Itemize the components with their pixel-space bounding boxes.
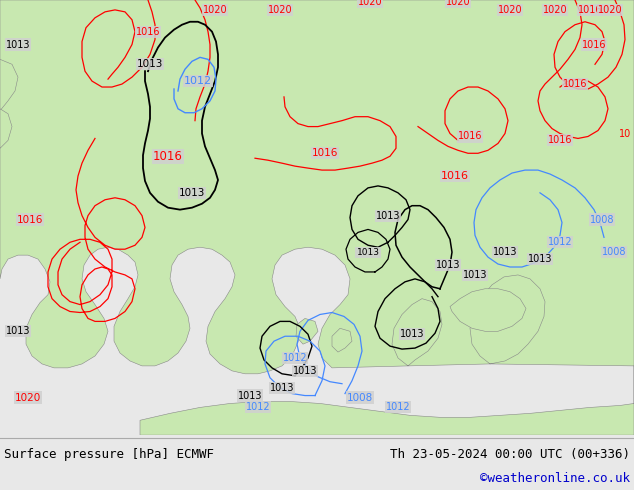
Text: 1016: 1016 [17,215,43,224]
Text: 1012: 1012 [184,76,212,86]
Polygon shape [135,156,172,203]
Text: 1012: 1012 [548,237,573,247]
Text: 1008: 1008 [602,247,626,257]
Text: 1020: 1020 [15,392,41,403]
Text: 1016: 1016 [153,150,183,163]
Polygon shape [188,0,318,237]
Text: 1020: 1020 [543,5,567,15]
Text: 1013: 1013 [238,391,262,400]
Text: 1013: 1013 [293,366,317,376]
Text: 1013: 1013 [436,260,460,270]
Text: 1016: 1016 [441,171,469,181]
Text: 1020: 1020 [268,5,292,15]
Text: 1012: 1012 [246,402,270,413]
Polygon shape [0,109,12,148]
Polygon shape [332,328,352,352]
Polygon shape [38,0,68,20]
Text: 1013: 1013 [6,40,30,49]
Polygon shape [0,0,22,25]
Polygon shape [450,289,526,331]
Text: 1013: 1013 [463,270,488,280]
Polygon shape [0,0,634,435]
Text: 1016: 1016 [563,79,587,89]
Text: 1008: 1008 [347,392,373,403]
Text: 1013: 1013 [6,326,30,336]
Polygon shape [148,119,185,186]
Text: 1008: 1008 [590,215,614,224]
Text: 1013: 1013 [376,211,400,220]
Text: 1013: 1013 [493,247,517,257]
Polygon shape [75,0,102,20]
Text: 1012: 1012 [385,402,410,413]
Text: 1013: 1013 [137,59,163,69]
Text: 1016: 1016 [312,148,338,158]
Text: 1020: 1020 [446,0,470,7]
Text: 10: 10 [619,128,631,139]
Text: 1013: 1013 [356,247,380,257]
Polygon shape [0,59,18,111]
Text: 1020: 1020 [203,5,228,15]
Text: 1020: 1020 [598,5,623,15]
Text: 1013: 1013 [400,329,424,339]
Text: 1016: 1016 [136,26,160,37]
Polygon shape [296,318,318,344]
Text: 1016: 1016 [458,131,482,142]
Text: Th 23-05-2024 00:00 UTC (00+336): Th 23-05-2024 00:00 UTC (00+336) [390,447,630,461]
Text: Surface pressure [hPa] ECMWF: Surface pressure [hPa] ECMWF [4,447,214,461]
Text: 1016: 1016 [582,40,606,49]
Text: 1016: 1016 [548,135,573,146]
Text: ©weatheronline.co.uk: ©weatheronline.co.uk [480,471,630,485]
Text: 1012: 1012 [283,353,307,363]
Text: 1013: 1013 [527,254,552,264]
Polygon shape [124,137,150,171]
Text: 1013: 1013 [179,188,205,198]
Text: 1020: 1020 [498,5,522,15]
Text: 1020: 1020 [358,0,382,7]
Text: 1013: 1013 [269,383,294,392]
Text: 1016: 1016 [578,5,602,15]
